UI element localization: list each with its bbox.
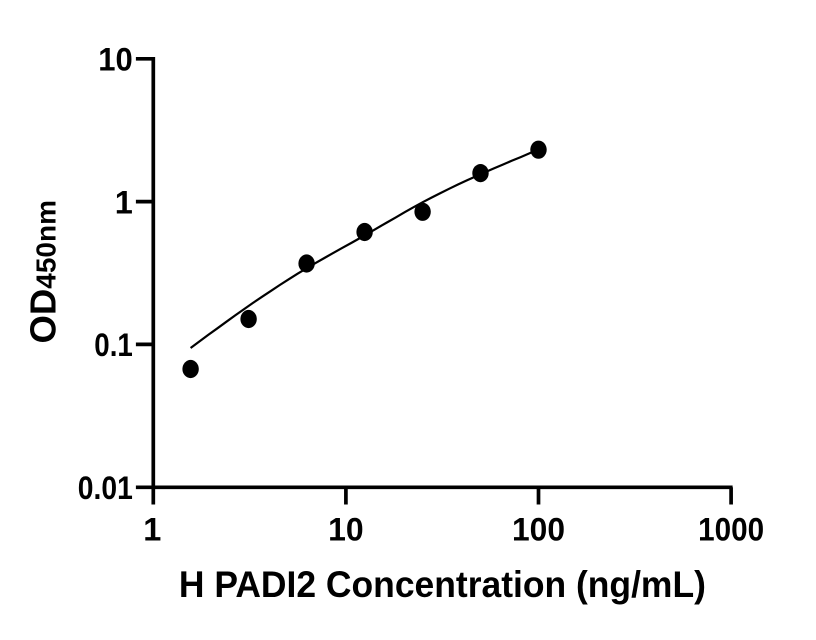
svg-text:1: 1 xyxy=(115,184,133,220)
svg-text:100: 100 xyxy=(512,512,565,548)
svg-text:H PADI2 Concentration (ng/mL): H PADI2 Concentration (ng/mL) xyxy=(179,564,706,605)
svg-text:10: 10 xyxy=(328,512,364,548)
svg-text:0.01: 0.01 xyxy=(78,470,133,506)
svg-text:1: 1 xyxy=(143,512,161,548)
svg-text:1000: 1000 xyxy=(698,512,764,548)
svg-text:0.1: 0.1 xyxy=(94,327,133,363)
svg-text:10: 10 xyxy=(98,42,133,78)
